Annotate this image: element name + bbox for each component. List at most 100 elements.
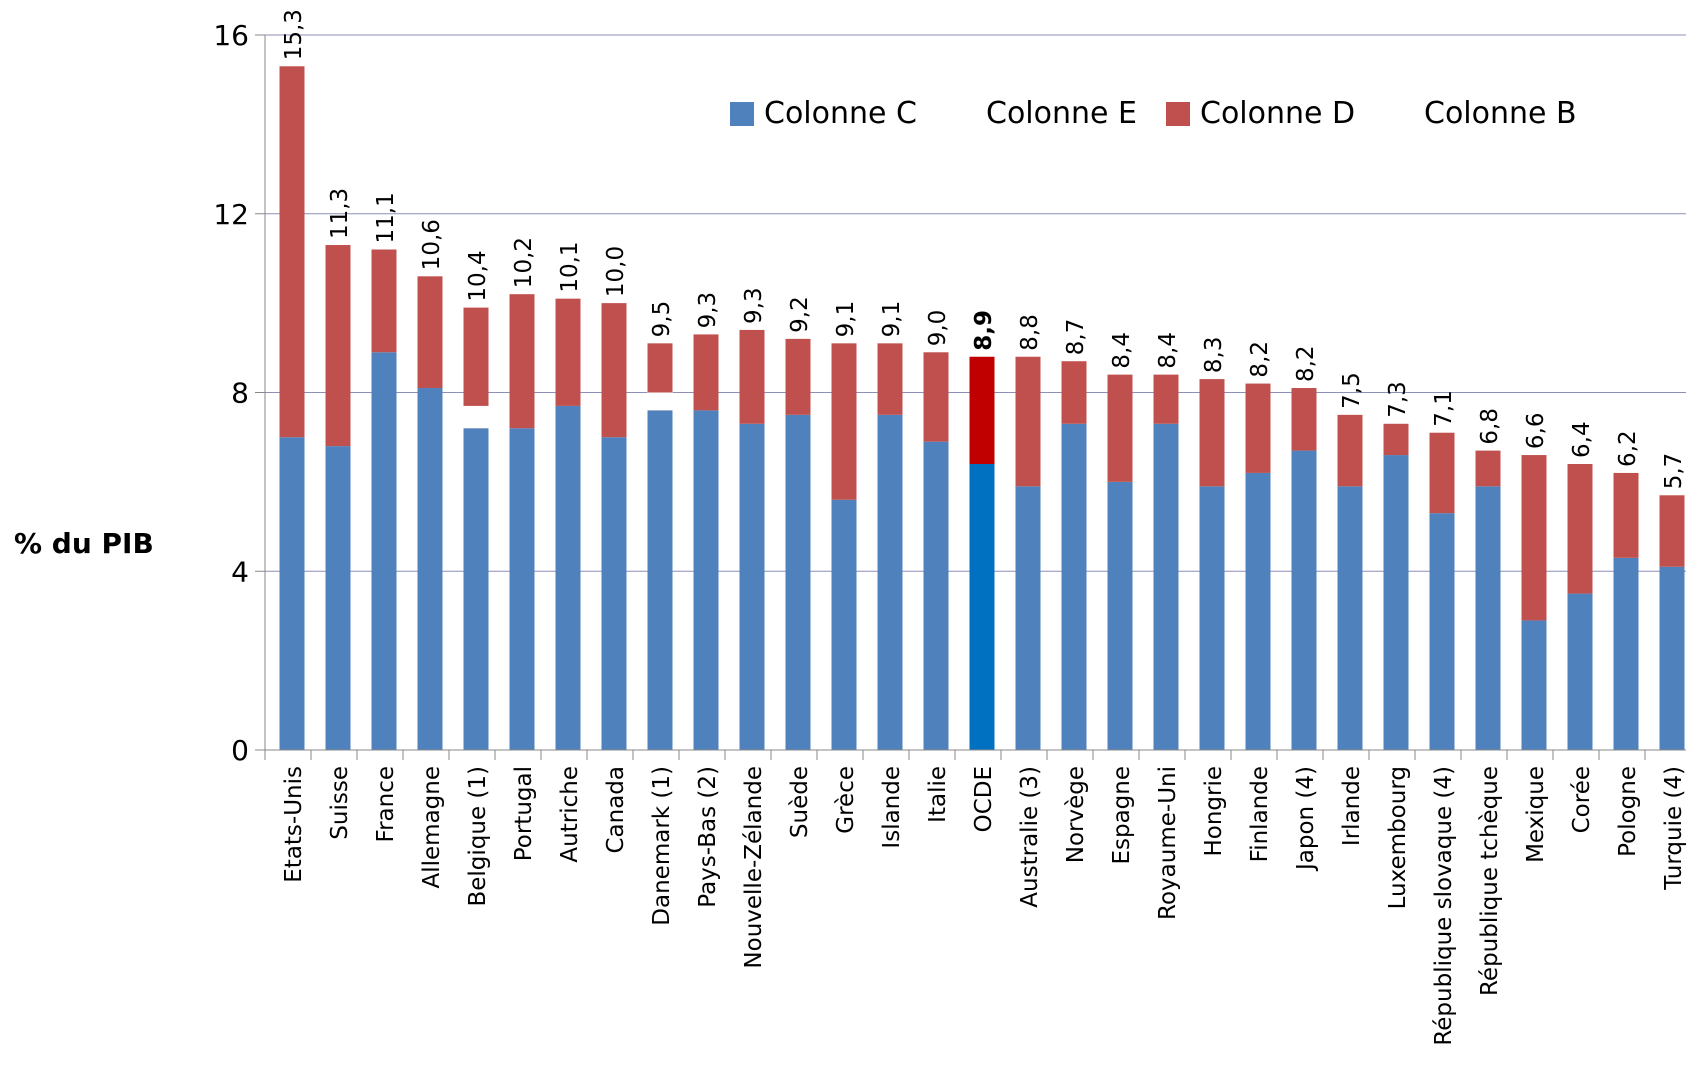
bar-colonne-c xyxy=(1475,486,1501,750)
bar-colonne-c xyxy=(1199,486,1225,750)
data-labels: 15,3 11,3 11,1 10,6 10,4 10,2 10,1 10,0 9,5 9,3 9,… xyxy=(281,9,1686,489)
legend-swatch-colonne-d xyxy=(1166,101,1190,126)
bar-colonne-d xyxy=(601,303,627,438)
bar-colonne-d xyxy=(417,276,443,389)
bar-colonne-c xyxy=(923,441,949,750)
data-label: 9,1 xyxy=(879,301,905,338)
legend-label-colonne-c: Colonne C xyxy=(764,96,917,131)
x-tick-label: Autriche xyxy=(557,766,583,863)
bar-colonne-c xyxy=(1383,455,1409,750)
bar-colonne-d xyxy=(1291,388,1317,451)
x-tick-label: Canada xyxy=(603,766,629,854)
legend-label-colonne-e: Colonne E xyxy=(986,96,1137,131)
legend-label-colonne-b: Colonne B xyxy=(1424,96,1577,131)
data-label: 10,4 xyxy=(465,250,491,301)
x-tick-label: Pays-Bas (2) xyxy=(695,766,721,908)
bar-colonne-d xyxy=(1153,374,1179,424)
x-tick-label: République slovaque (4) xyxy=(1431,766,1457,1046)
bar-colonne-d xyxy=(371,249,397,353)
bar-colonne-c xyxy=(1521,620,1547,750)
x-tick-label: Mexique xyxy=(1523,766,1549,863)
bar-colonne-d xyxy=(1061,361,1087,424)
bar-colonne-c xyxy=(877,414,903,750)
x-tick-label: Danemark (1) xyxy=(649,766,675,926)
bar-colonne-c xyxy=(1567,593,1593,750)
y-axis-label: % du PIB xyxy=(14,527,154,560)
bar-colonne-c xyxy=(1107,481,1133,750)
bars xyxy=(279,66,1685,750)
bar-colonne-d xyxy=(509,294,535,429)
data-label: 9,3 xyxy=(695,292,721,329)
x-tick-label: Nouvelle-Zélande xyxy=(741,766,767,969)
legend-item-colonne-c: Colonne C xyxy=(730,96,917,131)
data-label: 9,1 xyxy=(833,301,859,338)
data-label: 10,0 xyxy=(603,246,629,297)
bar-colonne-c xyxy=(785,414,811,750)
bar-gap-segment xyxy=(463,405,489,429)
bar-colonne-c xyxy=(1061,423,1087,750)
data-label: 7,5 xyxy=(1339,372,1365,409)
bar-colonne-d xyxy=(279,66,305,438)
bar-colonne-c xyxy=(1015,486,1041,750)
bar-colonne-c xyxy=(1429,513,1455,750)
bar-colonne-c xyxy=(279,437,305,750)
x-tick-label: Belgique (1) xyxy=(465,766,491,907)
data-label: 6,8 xyxy=(1477,408,1503,445)
bar-gap-segment xyxy=(647,392,673,411)
data-label: 6,4 xyxy=(1569,421,1595,458)
bar-colonne-c xyxy=(509,428,535,750)
bar-colonne-d xyxy=(693,334,719,411)
x-tick-labels: Etats-Unis Suisse France Allemagne Belgique … xyxy=(281,766,1686,1046)
bar-colonne-c xyxy=(1291,450,1317,750)
x-tick-label: Japon (4) xyxy=(1293,766,1319,872)
bar-colonne-d xyxy=(1015,356,1041,487)
bar-colonne-c xyxy=(1613,557,1639,750)
bar-colonne-d xyxy=(1521,455,1547,621)
bar-colonne-c xyxy=(647,410,673,750)
x-tick-label: Norvège xyxy=(1063,766,1089,863)
x-tick-label: Finlande xyxy=(1247,766,1273,862)
y-tick-label: 12 xyxy=(213,198,249,231)
bar-colonne-c xyxy=(555,405,581,750)
bar-colonne-d xyxy=(739,329,765,424)
x-tick-label: Australie (3) xyxy=(1017,766,1043,908)
bar-colonne-d xyxy=(555,298,581,406)
data-label: 9,2 xyxy=(787,296,813,333)
x-tick-label: Luxembourg xyxy=(1385,766,1411,909)
x-tick-label: Irlande xyxy=(1339,766,1365,846)
bar-colonne-c xyxy=(739,423,765,750)
data-label: 7,1 xyxy=(1431,390,1457,427)
bar-colonne-d xyxy=(1107,374,1133,482)
bar-colonne-d xyxy=(1475,450,1501,487)
data-label: 8,8 xyxy=(1017,314,1043,351)
bar-colonne-c xyxy=(1659,566,1685,750)
bar-colonne-c xyxy=(1245,472,1271,750)
bar-colonne-d xyxy=(969,356,995,464)
legend-label-colonne-d: Colonne D xyxy=(1200,96,1356,131)
bar-colonne-d xyxy=(1383,423,1409,456)
bar-colonne-d xyxy=(325,245,351,447)
bar-colonne-c xyxy=(693,410,719,750)
x-tick-label: Islande xyxy=(879,766,905,849)
bar-colonne-d xyxy=(1567,464,1593,594)
bar-colonne-c xyxy=(831,499,857,750)
bar-colonne-c xyxy=(463,428,489,750)
data-label: 15,3 xyxy=(281,9,307,60)
x-tick-label: Pologne xyxy=(1615,766,1641,857)
bar-colonne-d xyxy=(831,343,857,500)
x-tick-label: Royaume-Uni xyxy=(1155,766,1181,920)
data-label: 10,2 xyxy=(511,237,537,288)
y-tick-labels: 0 4 8 12 16 xyxy=(213,19,249,767)
y-tick-label: 4 xyxy=(231,555,249,588)
x-tick-label: Turquie (4) xyxy=(1661,766,1686,891)
bar-colonne-d xyxy=(1245,383,1271,473)
bar-colonne-c xyxy=(969,464,995,750)
x-tick-label: Espagne xyxy=(1109,766,1135,865)
data-label: 11,1 xyxy=(373,192,399,243)
x-tick-label: Italie xyxy=(925,766,951,823)
data-label: 11,3 xyxy=(327,188,353,239)
axes xyxy=(255,34,1686,760)
data-label: 8,2 xyxy=(1293,345,1319,382)
data-label: 10,1 xyxy=(557,241,583,292)
data-label: 8,2 xyxy=(1247,341,1273,378)
